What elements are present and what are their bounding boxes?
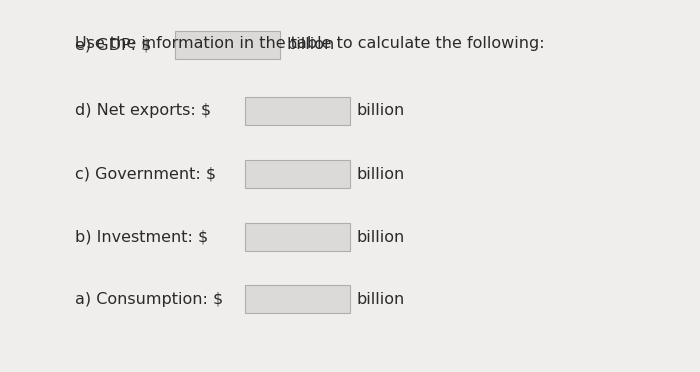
FancyBboxPatch shape [245, 223, 350, 251]
Text: a) Consumption: $: a) Consumption: $ [75, 292, 223, 307]
FancyBboxPatch shape [175, 31, 280, 59]
FancyBboxPatch shape [245, 285, 350, 314]
Text: billion: billion [356, 103, 405, 118]
FancyBboxPatch shape [245, 160, 350, 188]
Text: c) Government: $: c) Government: $ [75, 167, 216, 182]
Text: billion: billion [356, 292, 405, 307]
Text: d) Net exports: $: d) Net exports: $ [75, 103, 211, 118]
Text: billion: billion [356, 230, 405, 245]
Text: billion: billion [356, 167, 405, 182]
Text: b) Investment: $: b) Investment: $ [75, 230, 209, 245]
Text: billion: billion [286, 37, 335, 52]
Text: Use the information in the table to calculate the following:: Use the information in the table to calc… [75, 36, 545, 51]
Text: e) GDP: $: e) GDP: $ [75, 37, 151, 52]
FancyBboxPatch shape [245, 97, 350, 125]
